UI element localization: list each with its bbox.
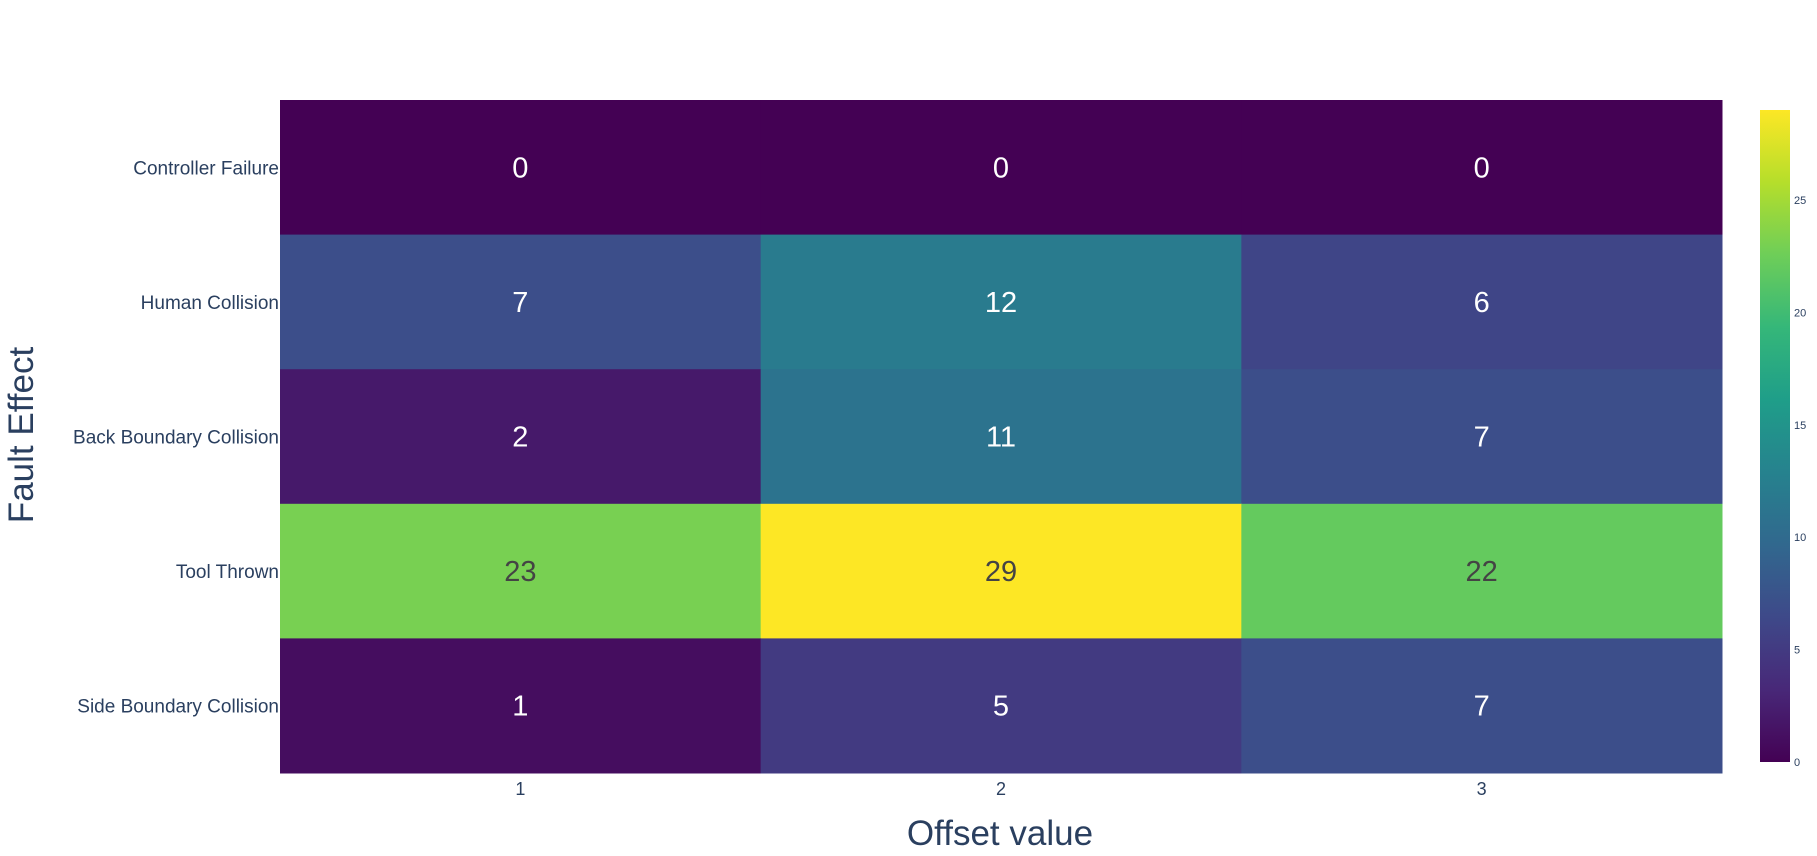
heatmap-cell-value: 7: [1474, 691, 1490, 723]
x-tick-label: 1: [515, 779, 525, 799]
colorbar-tick-label: 5: [1794, 645, 1800, 657]
heatmap-cell-labels: 0 0 07 12 62 11 723 29 221 5 7: [504, 152, 1498, 722]
y-tick-label: Controller Failure: [133, 158, 279, 179]
heatmap-cell-value: 22: [1466, 556, 1498, 588]
heatmap-cell-value: 23: [504, 556, 536, 588]
x-tick-labels: 1 2 3: [515, 779, 1486, 799]
heatmap-cell: [760, 100, 1242, 236]
colorbar: [1760, 110, 1790, 762]
colorbar-tick-label: 25: [1794, 195, 1806, 207]
heatmap-cell: [280, 234, 762, 370]
heatmap-cell-value: 11: [986, 422, 1016, 454]
heatmap-cell-value: 0: [512, 152, 528, 184]
heatmap-cell: [760, 369, 1242, 505]
heatmap-cell: [1241, 234, 1723, 370]
colorbar-tick-label: 20: [1794, 307, 1806, 319]
heatmap-cell-value: 7: [512, 287, 528, 319]
heatmap-cell-value: 2: [512, 422, 528, 454]
x-axis-title: Offset value: [907, 814, 1093, 853]
heatmap-cell: [1241, 100, 1723, 236]
heatmap-cell-value: 7: [1474, 422, 1490, 454]
y-tick-label: Human Collision: [141, 293, 279, 314]
y-tick-label: Back Boundary Collision: [73, 428, 279, 449]
y-axis-title: Fault Effect: [2, 347, 41, 524]
y-tick-label: Tool Thrown: [176, 562, 279, 583]
heatmap-cell: [760, 638, 1242, 774]
heatmap-cell-value: 29: [985, 556, 1017, 588]
heatmap-cell: [280, 638, 762, 774]
heatmap-cell-value: 5: [993, 691, 1009, 723]
y-tick-labels: Controller Failure Human Collision Back Bo…: [73, 158, 279, 717]
colorbar-tick-label: 10: [1794, 532, 1806, 544]
heatmap-cell-value: 0: [993, 152, 1009, 184]
heatmap-cell: [1241, 503, 1723, 639]
colorbar-tick-label: 0: [1794, 757, 1800, 769]
heatmap-cell-value: 12: [985, 287, 1017, 319]
heatmap-cell: [280, 100, 762, 236]
heatmap-cell: [760, 503, 1242, 639]
heatmap-cell: [1241, 638, 1723, 774]
x-tick-label: 3: [1477, 779, 1487, 799]
heatmap-cell: [280, 503, 762, 639]
x-tick-label: 2: [996, 779, 1006, 799]
y-tick-label: Side Boundary Collision: [77, 697, 279, 718]
heatmap-cell: [760, 234, 1242, 370]
heatmap-cells: [280, 100, 1723, 774]
heatmap-cell-value: 0: [1474, 152, 1490, 184]
heatmap-cell-value: 1: [512, 691, 528, 723]
colorbar-ticks: 0 5 10 15 20 25: [1794, 195, 1806, 769]
heatmap-cell: [1241, 369, 1723, 505]
colorbar-tick-label: 15: [1794, 420, 1806, 432]
heatmap-cell: [280, 369, 762, 505]
heatmap-cell-value: 6: [1474, 287, 1490, 319]
